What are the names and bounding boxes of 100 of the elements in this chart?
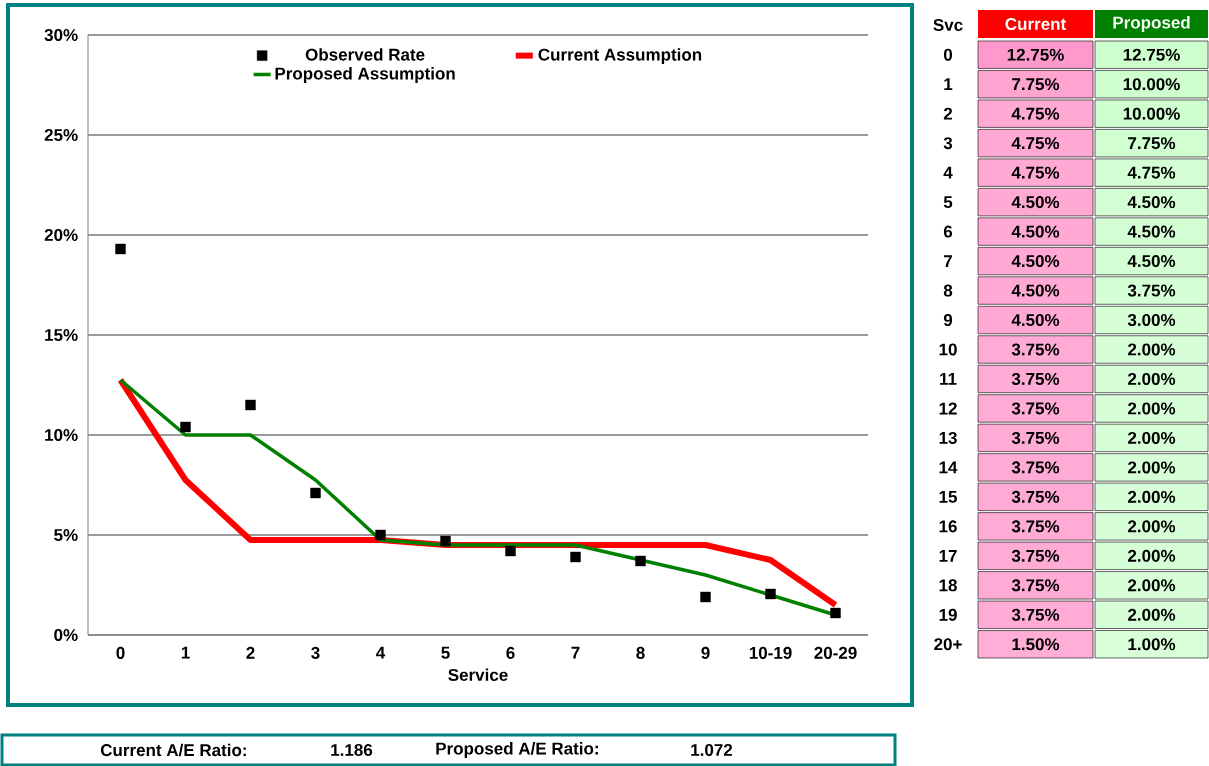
data-label: 4.50% <box>1011 196 1060 209</box>
data-label: 2.00% <box>1128 431 1176 444</box>
data-label: 2.00% <box>1128 372 1176 385</box>
y-axis-title: Svc <box>933 18 963 32</box>
legend-label: Observed Rate <box>305 48 425 61</box>
text: 1.072 <box>691 743 733 757</box>
point <box>700 591 711 603</box>
y-tick-label: 14 <box>939 461 958 474</box>
x-tick-label: 0 <box>116 646 125 659</box>
data-label: 10.00% <box>1123 78 1180 91</box>
data-label: 4.75% <box>1011 137 1060 150</box>
text: Current A/E Ratio: <box>100 743 246 757</box>
data-label: 3.75% <box>1011 343 1060 356</box>
data-label: 2.00% <box>1128 520 1176 533</box>
y-tick-label: 17 <box>939 549 957 562</box>
data-label: 2.00% <box>1128 490 1176 503</box>
y-tick-label: 1 <box>944 78 953 91</box>
y-tick-label: 13 <box>939 431 957 444</box>
y-tick-label: 20% <box>44 228 78 242</box>
data-label: 4.50% <box>1011 314 1060 327</box>
data-label: 3.75% <box>1011 520 1060 533</box>
y-tick-label: 6 <box>943 225 953 238</box>
data-label: 3.75% <box>1011 490 1060 503</box>
y-tick-label: 11 <box>940 373 957 385</box>
x-tick-label: 8 <box>636 646 645 659</box>
point <box>505 545 516 557</box>
data-label: 4.75% <box>1011 107 1060 120</box>
y-tick-label: 2 <box>943 107 953 120</box>
data-label: 3.75% <box>1011 431 1060 444</box>
text: Proposed A/E Ratio: <box>436 742 598 758</box>
y-tick-label: 16 <box>939 520 957 533</box>
data-label: 2.00% <box>1128 461 1176 474</box>
data-label: 3.75% <box>1011 579 1060 592</box>
data-label: 3.75% <box>1011 461 1060 474</box>
data-label: 2.00% <box>1128 579 1176 592</box>
y-tick-label: 15% <box>45 329 78 341</box>
data-label: 4.50% <box>1011 284 1060 297</box>
text: 1.186 <box>331 743 373 757</box>
data-label: 3.75% <box>1011 402 1060 415</box>
x-tick-label: Proposed <box>1113 16 1190 32</box>
data-label: 4.50% <box>1127 196 1176 209</box>
data-label: 3.75% <box>1011 372 1060 385</box>
x-tick-label: 7 <box>571 646 580 659</box>
x-tick-label: 4 <box>376 646 386 659</box>
point <box>180 421 191 433</box>
y-tick-label: 18 <box>939 579 957 592</box>
x-tick-label: 1 <box>181 646 190 659</box>
legend-label: Current Assumption <box>538 48 702 65</box>
data-label: 12.75% <box>1123 48 1180 61</box>
x-tick-label: 3 <box>311 646 320 659</box>
x-tick-label: 5 <box>441 646 450 659</box>
y-tick-label: 8 <box>943 284 953 297</box>
x-tick-label: 10-19 <box>749 646 792 659</box>
data-label: 4.50% <box>1127 255 1176 268</box>
data-label: 4.50% <box>1011 225 1060 238</box>
point <box>440 535 451 547</box>
data-label: 7.75% <box>1128 137 1176 150</box>
y-tick-label: 10% <box>45 428 78 442</box>
legend-label: Proposed Assumption <box>275 67 455 83</box>
y-tick-label: 25% <box>44 128 78 142</box>
x-tick-label: Current <box>1005 17 1066 31</box>
y-tick-label: 0% <box>54 628 78 642</box>
point <box>375 529 386 541</box>
data-label: 3.00% <box>1127 313 1176 327</box>
data-label: 10.00% <box>1123 107 1180 120</box>
y-tick-label: 30% <box>44 28 78 42</box>
y-tick-label: 4 <box>943 166 953 179</box>
y-tick-label: 20+ <box>934 638 962 651</box>
data-label: 3.75% <box>1011 608 1060 621</box>
y-tick-label: 0 <box>943 48 953 61</box>
x-tick-label: 6 <box>506 646 515 659</box>
point <box>570 551 581 563</box>
x-tick-label: 2 <box>246 646 255 659</box>
data-label: 2.00% <box>1128 549 1176 562</box>
data-label: 12.75% <box>1007 48 1064 61</box>
data-label: 3.75% <box>1127 284 1176 297</box>
y-tick-label: 10 <box>939 343 957 356</box>
y-tick-label: 5% <box>54 529 78 541</box>
data-label: 4.50% <box>1011 255 1060 268</box>
data-label: 2.00% <box>1128 402 1176 415</box>
x-axis-title: Service <box>448 668 508 681</box>
data-label: 4.75% <box>1127 166 1176 179</box>
x-tick-label: 9 <box>701 646 710 659</box>
y-tick-label: 12 <box>939 402 957 415</box>
data-label: 1.00% <box>1128 638 1176 651</box>
data-label: 4.75% <box>1011 166 1060 179</box>
data-label: 2.00% <box>1128 608 1176 621</box>
data-label: 1.50% <box>1012 638 1060 651</box>
data-label: 7.75% <box>1012 78 1060 91</box>
point <box>245 399 256 411</box>
point <box>115 243 126 255</box>
x-tick-label: 20-29 <box>814 646 857 659</box>
point <box>765 588 776 600</box>
y-tick-label: 19 <box>939 608 957 621</box>
data-label: 3.75% <box>1011 549 1060 562</box>
data-label: 4.50% <box>1127 225 1176 238</box>
point <box>635 555 646 567</box>
y-tick-label: 15 <box>939 490 957 503</box>
data-label: 2.00% <box>1128 343 1176 356</box>
y-tick-label: 7 <box>944 255 952 267</box>
